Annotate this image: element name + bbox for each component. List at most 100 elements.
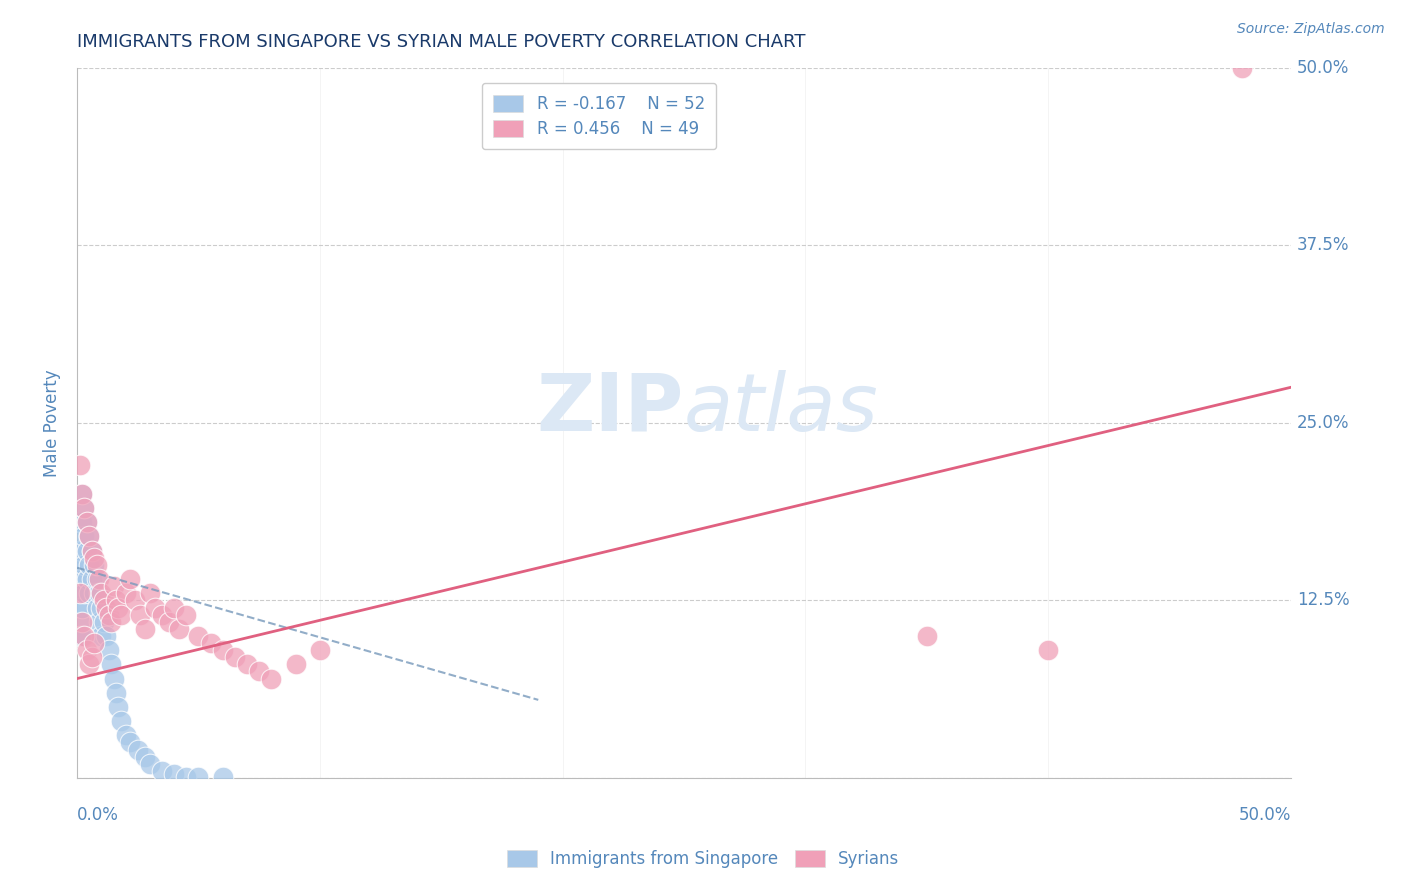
Point xyxy=(87,572,110,586)
Point xyxy=(69,516,91,530)
Point xyxy=(187,629,209,643)
Point xyxy=(70,572,93,586)
Point xyxy=(87,586,110,600)
Point xyxy=(134,749,156,764)
Point xyxy=(114,586,136,600)
Point xyxy=(247,665,270,679)
Point xyxy=(176,770,198,784)
Point xyxy=(163,600,186,615)
Point xyxy=(200,636,222,650)
Point xyxy=(93,593,115,607)
Point xyxy=(157,615,180,629)
Point xyxy=(80,543,103,558)
Point xyxy=(143,600,166,615)
Point xyxy=(86,558,108,572)
Point xyxy=(77,529,100,543)
Point xyxy=(83,586,105,600)
Point xyxy=(69,600,91,615)
Point xyxy=(86,600,108,615)
Point xyxy=(77,529,100,543)
Text: 0.0%: 0.0% xyxy=(77,806,120,824)
Point xyxy=(120,572,142,586)
Point xyxy=(915,629,938,643)
Point xyxy=(77,586,100,600)
Text: 25.0%: 25.0% xyxy=(1296,414,1350,432)
Point xyxy=(69,586,91,600)
Point xyxy=(76,516,98,530)
Y-axis label: Male Poverty: Male Poverty xyxy=(44,369,60,476)
Point xyxy=(107,600,129,615)
Point xyxy=(90,629,112,643)
Point xyxy=(69,572,91,586)
Legend: R = -0.167    N = 52, R = 0.456    N = 49: R = -0.167 N = 52, R = 0.456 N = 49 xyxy=(481,83,717,150)
Point xyxy=(90,600,112,615)
Text: 37.5%: 37.5% xyxy=(1296,236,1350,254)
Point xyxy=(77,657,100,672)
Text: IMMIGRANTS FROM SINGAPORE VS SYRIAN MALE POVERTY CORRELATION CHART: IMMIGRANTS FROM SINGAPORE VS SYRIAN MALE… xyxy=(77,33,806,51)
Point xyxy=(100,615,122,629)
Point xyxy=(76,516,98,530)
Point xyxy=(83,550,105,565)
Point xyxy=(104,686,127,700)
Point xyxy=(167,622,190,636)
Point xyxy=(107,700,129,714)
Point xyxy=(96,629,118,643)
Point xyxy=(87,615,110,629)
Point xyxy=(114,728,136,742)
Point xyxy=(103,579,125,593)
Point xyxy=(80,650,103,665)
Point xyxy=(110,714,132,728)
Point xyxy=(70,487,93,501)
Point xyxy=(70,543,93,558)
Point xyxy=(76,572,98,586)
Point xyxy=(97,607,120,622)
Point xyxy=(73,586,96,600)
Legend: Immigrants from Singapore, Syrians: Immigrants from Singapore, Syrians xyxy=(501,843,905,875)
Point xyxy=(73,501,96,516)
Point xyxy=(80,572,103,586)
Point xyxy=(129,607,152,622)
Point xyxy=(308,643,330,657)
Point xyxy=(211,770,233,784)
Point xyxy=(139,586,162,600)
Point xyxy=(163,766,186,780)
Point xyxy=(100,657,122,672)
Point xyxy=(96,600,118,615)
Text: Source: ZipAtlas.com: Source: ZipAtlas.com xyxy=(1237,22,1385,37)
Point xyxy=(70,516,93,530)
Text: 12.5%: 12.5% xyxy=(1296,591,1350,609)
Point xyxy=(69,543,91,558)
Point xyxy=(69,615,91,629)
Point xyxy=(236,657,259,672)
Point xyxy=(90,586,112,600)
Point xyxy=(70,600,93,615)
Text: ZIP: ZIP xyxy=(537,369,683,448)
Point xyxy=(86,572,108,586)
Point xyxy=(124,593,146,607)
Point xyxy=(211,643,233,657)
Point xyxy=(103,672,125,686)
Point xyxy=(73,501,96,516)
Point xyxy=(73,629,96,643)
Point xyxy=(1230,61,1253,75)
Point xyxy=(260,672,283,686)
Point xyxy=(97,643,120,657)
Point xyxy=(224,650,246,665)
Point xyxy=(80,543,103,558)
Point xyxy=(83,636,105,650)
Point xyxy=(139,756,162,771)
Point xyxy=(76,643,98,657)
Point xyxy=(120,735,142,749)
Point xyxy=(69,458,91,473)
Text: 50.0%: 50.0% xyxy=(1296,59,1350,77)
Point xyxy=(150,764,173,778)
Point xyxy=(93,615,115,629)
Point xyxy=(176,607,198,622)
Point xyxy=(110,607,132,622)
Point xyxy=(134,622,156,636)
Point xyxy=(284,657,307,672)
Point xyxy=(70,615,93,629)
Point xyxy=(69,558,91,572)
Point xyxy=(73,558,96,572)
Point xyxy=(150,607,173,622)
